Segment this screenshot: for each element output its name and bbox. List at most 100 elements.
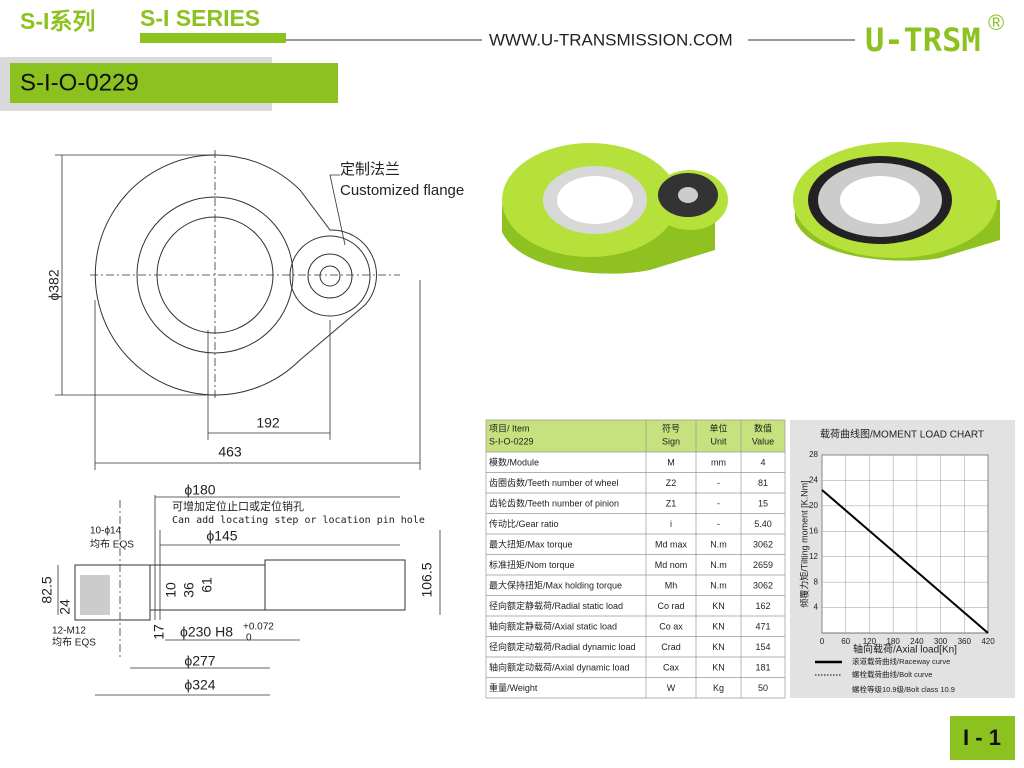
x-tick-label: 60 <box>841 637 850 646</box>
table-cell: 5.40 <box>754 519 772 529</box>
table-cell: N.m <box>710 581 727 591</box>
chart-note: 螺栓等级10.9级/Bolt class 10.9 <box>852 684 955 694</box>
table-cell: KN <box>712 601 725 611</box>
y-tick-label: 12 <box>809 552 818 561</box>
table-cell: KN <box>712 663 725 673</box>
render-2 <box>793 142 1000 261</box>
table-cell: KN <box>712 642 725 652</box>
table-cell: 181 <box>755 663 770 673</box>
eqs-top: 均布 EQS <box>90 539 134 551</box>
table-cell: 轴向额定动载荷/Axial dynamic load <box>489 662 630 673</box>
render-1 <box>502 143 728 274</box>
x-tick-label: 120 <box>863 637 877 646</box>
top-drawing <box>55 150 421 470</box>
table-cell: N.m <box>710 540 727 550</box>
table-cell: Z1 <box>666 499 677 509</box>
x-tick-label: 240 <box>910 637 924 646</box>
dim-24: 24 <box>57 599 73 615</box>
x-tick-label: 420 <box>981 637 995 646</box>
dim-230: ϕ230 H8 <box>180 624 233 640</box>
flange-en: Customized flange <box>340 182 464 199</box>
table-cell: 2659 <box>753 560 773 570</box>
dim-61: 61 <box>199 577 215 593</box>
series-en: S-I SERIES <box>140 5 260 31</box>
header-cell: Sign <box>662 436 680 446</box>
dim-277: ϕ277 <box>184 653 215 669</box>
table-cell: Md nom <box>655 560 688 570</box>
header-cell: 数值 <box>754 422 772 433</box>
moment-chart: 载荷曲线图/MOMENT LOAD CHART 0 60 120 180 240 300 36… <box>798 428 995 694</box>
y-tick-label: 28 <box>809 450 818 459</box>
table-cell: M <box>667 458 675 468</box>
dim-180: ϕ180 <box>184 482 215 498</box>
legend-entry: 螺栓载荷曲线/Bolt curve <box>852 669 932 679</box>
model: S-I-O-0229 <box>20 69 139 96</box>
holes-top: 10-ϕ14 <box>90 526 122 537</box>
table-cell: 模数/Module <box>489 457 539 468</box>
table-cell: 162 <box>755 601 770 611</box>
table-cell: 重量/Weight <box>489 682 538 693</box>
table-cell: Kg <box>713 683 724 693</box>
table-cell: 齿圈齿数/Teeth number of wheel <box>489 477 619 488</box>
page-number: I - 1 <box>963 725 1001 750</box>
table-cell: 轴向额定静载荷/Axial static load <box>489 621 617 632</box>
table-cell: Crad <box>661 642 681 652</box>
table-cell: 4 <box>760 458 765 468</box>
table-cell: 传动比/Gear ratio <box>489 518 559 529</box>
model-box <box>10 63 338 103</box>
x-axis-label: 轴向载荷/Axial load[Kn] <box>853 643 957 656</box>
x-tick-label: 0 <box>820 637 825 646</box>
header-cell: 符号 <box>662 422 680 433</box>
dim-82-5: 82.5 <box>39 576 55 603</box>
table-cell: Cax <box>663 663 680 673</box>
dim-106-5: 106.5 <box>419 562 435 597</box>
x-tick-label: 180 <box>886 637 900 646</box>
dim-17: 17 <box>151 624 167 640</box>
table-cell: 标准扭矩/Nom torque <box>489 559 575 570</box>
table-cell: Co ax <box>659 622 683 632</box>
table-cell: 471 <box>755 622 770 632</box>
table-cell: mm <box>711 458 726 468</box>
table-cell: Mh <box>665 581 678 591</box>
table-cell: Md max <box>655 540 688 550</box>
table-cell: 15 <box>758 499 768 509</box>
table-cell: Z2 <box>666 478 677 488</box>
y-tick-label: 16 <box>809 526 818 535</box>
brand: U-TRSM <box>865 21 981 59</box>
y-tick-label: 8 <box>814 577 819 586</box>
tol-lower: 0 <box>246 633 252 644</box>
x-tick-label: 360 <box>958 637 972 646</box>
table-cell: Co rad <box>657 601 684 611</box>
dim-36: 36 <box>181 582 197 598</box>
dim-192: 192 <box>256 415 280 431</box>
table-cell: 3062 <box>753 540 773 550</box>
dim-10: 10 <box>163 582 179 598</box>
header-cell: S-I-O-0229 <box>489 436 534 446</box>
flange-cn: 定制法兰 <box>340 161 400 178</box>
header-cell: Unit <box>710 436 727 446</box>
holes-bottom: 12-M12 <box>52 626 86 637</box>
section-drawing <box>57 495 441 696</box>
eqs-bottom: 均布 EQS <box>52 637 96 649</box>
table-cell: i <box>670 519 672 529</box>
underline <box>140 33 286 43</box>
table-cell: 最大保持扭矩/Max holding torque <box>489 580 622 591</box>
table-cell: 154 <box>755 642 770 652</box>
y-tick-label: 20 <box>809 501 818 510</box>
website: WWW.U-TRANSMISSION.COM <box>489 30 733 49</box>
table-cell: - <box>717 499 720 509</box>
table-cell: - <box>717 478 720 488</box>
series-line <box>821 489 989 634</box>
table-cell: 齿轮齿数/Teeth number of pinion <box>489 498 619 509</box>
table-cell: W <box>667 683 676 693</box>
plot-area <box>821 454 989 634</box>
series-cn: S-I系列 <box>20 8 95 34</box>
table-cell: 最大扭矩/Max torque <box>489 539 573 550</box>
y-tick-label: 24 <box>809 476 818 485</box>
table-cell: 50 <box>758 683 768 693</box>
table-cell: 3062 <box>753 581 773 591</box>
table-cell: KN <box>712 622 725 632</box>
table-cell: 径向额定静载荷/Radial static load <box>489 600 623 611</box>
table-header-bg <box>486 420 785 452</box>
tol-upper: +0.072 <box>243 622 274 633</box>
